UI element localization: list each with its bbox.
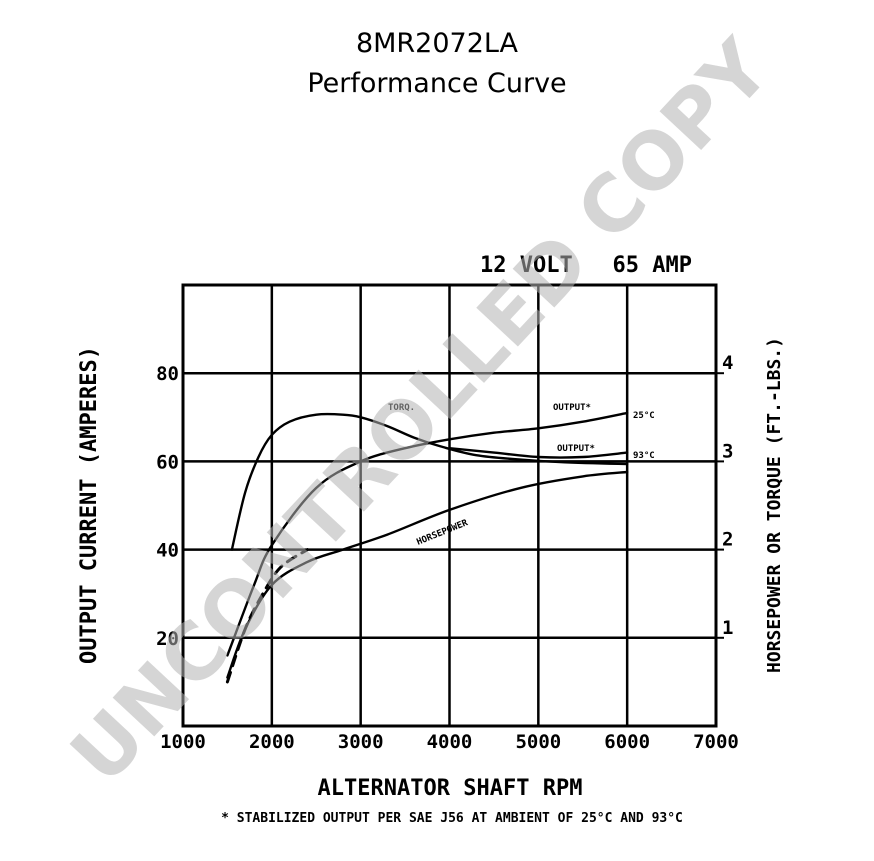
- curve-label: OUTPUT*: [557, 444, 595, 454]
- x-tick-label: 1000: [160, 731, 206, 753]
- chart-title: 8MR2072LA: [355, 28, 519, 59]
- series-line-1: [448, 447, 629, 459]
- grid-lines: [183, 285, 724, 726]
- x-axis-label: ALTERNATOR SHAFT RPM: [318, 776, 583, 801]
- curve-label: 93°C: [633, 451, 655, 461]
- series-line-2: [230, 412, 629, 551]
- y-right-tick-label: 2: [722, 529, 733, 551]
- watermark: UNCONTROLLED COPY: [54, 23, 788, 801]
- spec-label: 12 VOLT 65 AMP: [480, 253, 692, 278]
- x-tick-label: 3000: [338, 731, 384, 753]
- y-axis-label-left: OUTPUT CURRENT (AMPERES): [77, 346, 102, 664]
- y-axis-label-right: HORSEPOWER OR TORQUE (FT.-LBS.): [764, 337, 785, 673]
- y-right-tick-label: 4: [722, 352, 733, 374]
- tick-labels: 1000 2000 3000 4000 5000 6000 7000 20 40 60 80 1 2 3 4: [156, 352, 739, 753]
- y-left-tick-label: 80: [156, 363, 179, 385]
- x-tick-label: 7000: [693, 731, 739, 753]
- x-tick-label: 6000: [604, 731, 650, 753]
- x-tick-label: 2000: [249, 731, 295, 753]
- footnote: * STABILIZED OUTPUT PER SAE J56 AT AMBIE…: [221, 811, 683, 826]
- plot-frame: [181, 283, 718, 728]
- curve-label: OUTPUT*: [553, 403, 591, 413]
- y-left-tick-label: 60: [156, 451, 179, 473]
- y-left-tick-label: 40: [156, 540, 179, 562]
- chart-subtitle: Performance Curve: [307, 68, 567, 99]
- curve-label: TORQ.: [388, 403, 415, 413]
- series-line-4: [225, 548, 309, 684]
- curve-label: HORSEPOWER: [415, 518, 470, 548]
- curve-label: 25°C: [633, 411, 655, 421]
- x-tick-label: 5000: [515, 731, 561, 753]
- series-line-0: [226, 411, 629, 657]
- x-tick-label: 4000: [427, 731, 473, 753]
- y-right-tick-label: 1: [722, 617, 733, 639]
- y-left-tick-label: 20: [156, 628, 179, 650]
- y-right-tick-label: 3: [722, 440, 733, 462]
- data-series: [225, 411, 629, 684]
